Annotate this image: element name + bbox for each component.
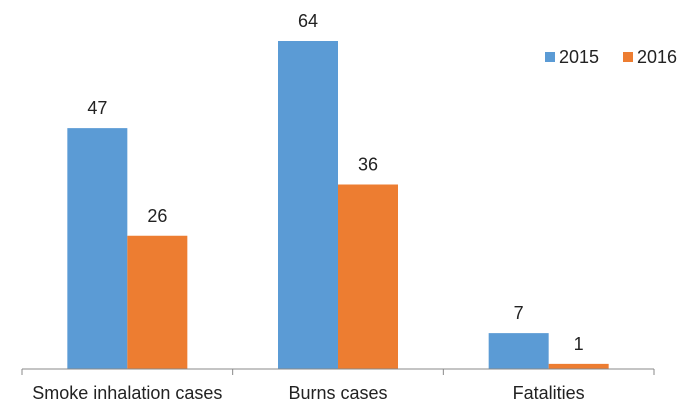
legend-label-2015: 2015 [559, 47, 599, 67]
data-labels-layer: 47 26 64 36 7 1 [87, 11, 583, 354]
legend-swatch-2015 [545, 52, 555, 62]
legend-swatch-2016 [623, 52, 633, 62]
data-label-smoke-inhalation-cases-2015: 47 [87, 98, 107, 118]
legend: 2015 2016 [545, 47, 677, 67]
data-label-burns-cases-2016: 36 [358, 155, 378, 175]
x-tick-labels: Smoke inhalation cases Burns cases Fatalit… [21, 369, 655, 403]
x-tick-label-fatalities: Fatalities [513, 383, 585, 403]
x-tick-label-smoke-inhalation-cases: Smoke inhalation cases [32, 383, 222, 403]
data-label-fatalities-2016: 1 [574, 334, 584, 354]
legend-label-2016: 2016 [637, 47, 677, 67]
bar-fatalities-2016 [548, 363, 609, 369]
bar-smoke-inhalation-cases-2015 [67, 128, 128, 369]
data-label-burns-cases-2015: 64 [298, 11, 318, 31]
bar-fatalities-2015 [488, 333, 549, 369]
bar-burns-cases-2015 [278, 41, 338, 369]
bars-layer [67, 41, 609, 369]
data-label-fatalities-2015: 7 [514, 303, 524, 323]
x-tick-label-burns-cases: Burns cases [288, 383, 387, 403]
bar-burns-cases-2016 [338, 184, 398, 369]
data-label-smoke-inhalation-cases-2016: 26 [147, 206, 167, 226]
bar-smoke-inhalation-cases-2016 [127, 235, 188, 369]
